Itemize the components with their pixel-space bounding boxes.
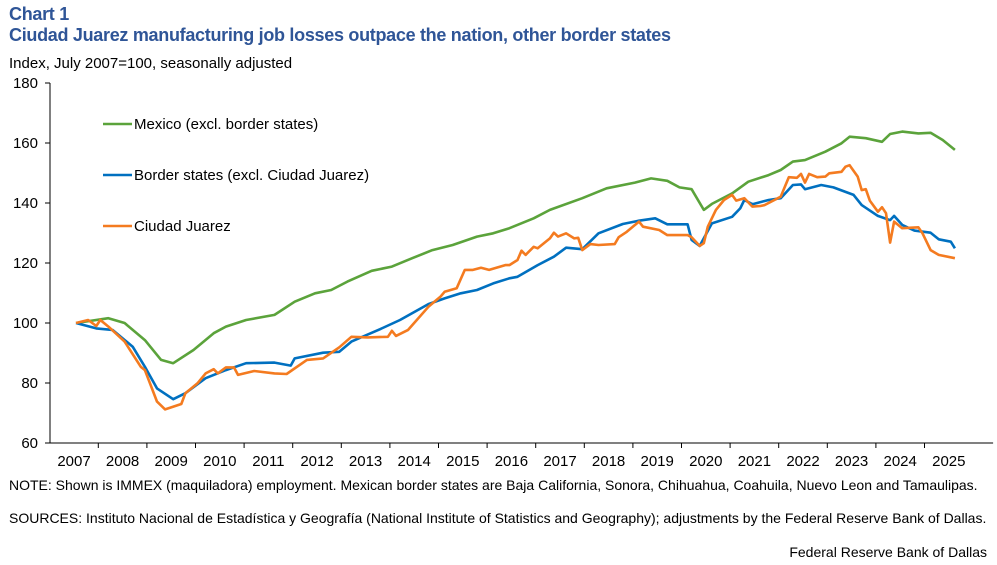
legend-label: Mexico (excl. border states) [134, 116, 318, 133]
legend: Mexico (excl. border states) Border state… [103, 116, 369, 235]
y-tick-label: 100 [13, 315, 38, 332]
x-tick-label: 2024 [884, 453, 917, 470]
y-axis-unit-label: Index, July 2007=100, seasonally adjuste… [9, 55, 293, 72]
series-lines [75, 130, 957, 411]
x-tick-label: 2019 [641, 453, 674, 470]
y-tick-label: 80 [21, 375, 38, 392]
x-tick-label: 2025 [932, 453, 965, 470]
x-tick-label: 2022 [786, 453, 819, 470]
legend-label: Ciudad Juarez [134, 218, 231, 235]
chart-title: Ciudad Juarez manufacturing job losses o… [9, 25, 671, 45]
series-line-0 [75, 130, 956, 365]
y-tick-label: 180 [13, 75, 38, 92]
sources-text: SOURCES: Instituto Nacional de Estadísti… [9, 510, 987, 526]
x-tick-label: 2021 [738, 453, 771, 470]
y-tick-label: 140 [13, 195, 38, 212]
note-text: NOTE: Shown is IMMEX (maquiladora) emplo… [9, 477, 978, 493]
x-tick-label: 2010 [203, 453, 236, 470]
x-tick-label: 2013 [349, 453, 382, 470]
axes: 60 80 100 120 140 160 180 2007 2008 2009 2010 2011 2… [13, 75, 994, 470]
chart-label: Chart 1 [9, 4, 69, 24]
series-line-2 [75, 163, 956, 411]
x-tick-label: 2023 [835, 453, 868, 470]
y-tick-label: 160 [13, 135, 38, 152]
series-line-1 [75, 183, 957, 401]
x-tick-label: 2020 [689, 453, 722, 470]
x-tick-label: 2008 [106, 453, 139, 470]
x-tick-label: 2015 [446, 453, 479, 470]
x-tick-label: 2012 [300, 453, 333, 470]
x-tick-label: 2014 [398, 453, 431, 470]
legend-label: Border states (excl. Ciudad Juarez) [134, 167, 369, 184]
x-tick-label: 2018 [592, 453, 625, 470]
x-tick-label: 2016 [495, 453, 528, 470]
y-tick-label: 120 [13, 255, 38, 272]
credit-text: Federal Reserve Bank of Dallas [789, 544, 987, 560]
x-tick-label: 2007 [57, 453, 90, 470]
x-tick-label: 2017 [543, 453, 576, 470]
y-tick-label: 60 [21, 435, 38, 452]
x-tick-label: 2009 [155, 453, 188, 470]
x-tick-label: 2011 [252, 453, 284, 470]
